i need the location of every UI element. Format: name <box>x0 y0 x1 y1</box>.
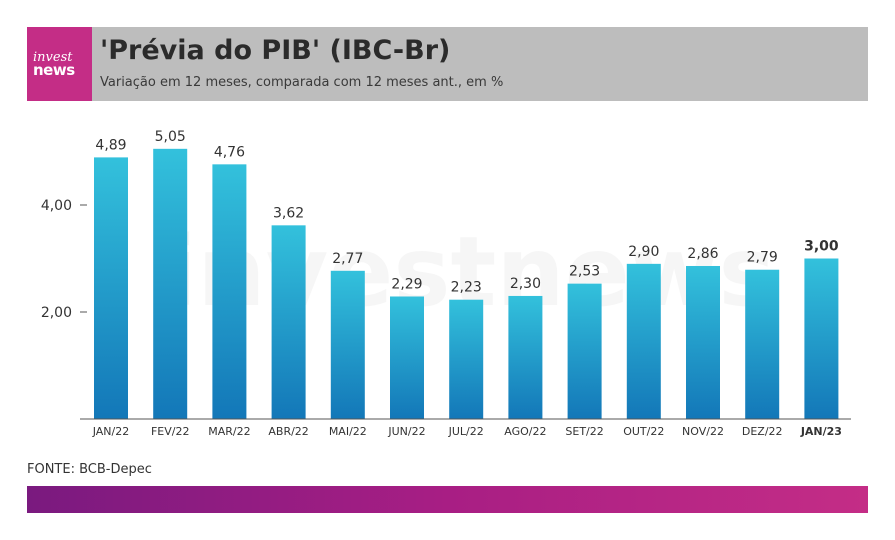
bar-value-label: 2,79 <box>747 250 778 266</box>
chart-header: invest news 'Prévia do PIB' (IBC-Br) Var… <box>27 27 868 101</box>
bar <box>508 295 543 419</box>
bars-group: 4,89 5,05 4,76 3,62 2,77 2,29 2,23 2,30 2,53 2,90… <box>94 129 839 419</box>
logo-text-invest: invest <box>33 49 73 65</box>
bar-value-label: 2,77 <box>332 251 363 267</box>
x-tick-label: JAN/22 <box>92 425 130 438</box>
bar-value-label: 2,86 <box>687 246 718 262</box>
source-note: FONTE: BCB-Depec <box>27 462 152 477</box>
bar <box>449 299 484 419</box>
bar-value-label: 2,29 <box>391 276 422 292</box>
bar-value-label: 3,00 <box>804 239 839 255</box>
bar <box>390 296 424 419</box>
bar <box>330 270 365 419</box>
bar <box>804 258 839 419</box>
bar-value-label: 3,62 <box>273 205 304 221</box>
bar-value-label: 2,23 <box>451 280 482 296</box>
x-axis: JAN/22 FEV/22 MAR/22 ABR/22 MAI/22 JUN/22 JUL/… <box>92 425 842 438</box>
bar <box>567 283 602 419</box>
bar <box>271 225 306 419</box>
y-axis: 2,00 4,00 <box>41 198 87 321</box>
x-tick-label: FEV/22 <box>151 425 190 438</box>
y-tick-label: 4,00 <box>41 198 72 214</box>
bar-value-label: 2,30 <box>510 276 541 292</box>
logo-text-news: news <box>33 60 75 79</box>
x-tick-label: SET/22 <box>565 425 603 438</box>
x-tick-label: JUL/22 <box>448 425 484 438</box>
chart-subtitle: Variação em 12 meses, comparada com 12 m… <box>100 75 504 90</box>
x-tick-label: AGO/22 <box>504 425 546 438</box>
y-tick-label: 2,00 <box>41 305 72 321</box>
x-tick-label: OUT/22 <box>623 425 664 438</box>
bar <box>153 148 188 419</box>
x-tick-label: NOV/22 <box>682 425 724 438</box>
bar <box>686 265 720 419</box>
bar <box>626 263 661 419</box>
x-tick-label: DEZ/22 <box>742 425 783 438</box>
x-tick-label: MAI/22 <box>329 425 367 438</box>
bar-value-label: 4,89 <box>95 137 126 153</box>
x-tick-label: JAN/23 <box>800 425 842 438</box>
bar-value-label: 4,76 <box>214 144 245 160</box>
x-tick-label: JUN/22 <box>387 425 425 438</box>
chart-title: 'Prévia do PIB' (IBC-Br) <box>100 35 451 66</box>
bar-value-label: 2,90 <box>628 244 659 260</box>
x-tick-label: ABR/22 <box>268 425 308 438</box>
investnews-logo: invest news <box>27 27 92 101</box>
bar-value-label: 2,53 <box>569 264 600 280</box>
x-tick-label: MAR/22 <box>208 425 250 438</box>
bar <box>212 164 247 419</box>
footer-gradient-bar <box>27 486 868 513</box>
bar-value-label: 5,05 <box>155 129 186 145</box>
bar <box>745 269 780 419</box>
bar <box>94 157 128 419</box>
